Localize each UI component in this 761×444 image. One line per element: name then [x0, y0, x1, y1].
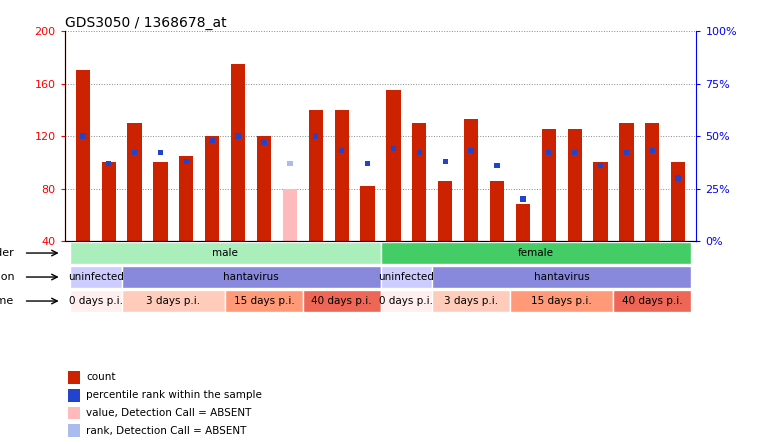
- Bar: [283, 189, 297, 241]
- Bar: [495, 163, 500, 168]
- Bar: [303, 290, 380, 312]
- Bar: [68, 371, 80, 384]
- Text: GDS3050 / 1368678_at: GDS3050 / 1368678_at: [65, 16, 226, 30]
- Text: 40 days p.i.: 40 days p.i.: [622, 296, 683, 306]
- Text: 0 days p.i.: 0 days p.i.: [380, 296, 433, 306]
- Text: time: time: [0, 296, 14, 306]
- Text: rank, Detection Call = ABSENT: rank, Detection Call = ABSENT: [86, 426, 247, 436]
- Text: 15 days p.i.: 15 days p.i.: [531, 296, 592, 306]
- Bar: [205, 136, 219, 241]
- Bar: [101, 163, 116, 241]
- Bar: [180, 156, 193, 241]
- Bar: [235, 134, 240, 139]
- Bar: [671, 163, 686, 241]
- Bar: [68, 389, 80, 401]
- Text: gender: gender: [0, 248, 14, 258]
- Bar: [132, 150, 137, 155]
- Bar: [339, 148, 345, 153]
- Bar: [619, 123, 634, 241]
- Bar: [598, 163, 603, 168]
- Bar: [416, 150, 422, 155]
- Bar: [464, 119, 478, 241]
- Bar: [613, 290, 691, 312]
- Text: 15 days p.i.: 15 days p.i.: [234, 296, 295, 306]
- Bar: [68, 424, 80, 437]
- Bar: [127, 123, 142, 241]
- Text: 40 days p.i.: 40 days p.i.: [311, 296, 372, 306]
- Text: percentile rank within the sample: percentile rank within the sample: [86, 390, 262, 400]
- Text: 3 days p.i.: 3 days p.i.: [146, 296, 200, 306]
- Text: infection: infection: [0, 272, 14, 282]
- Bar: [183, 159, 189, 164]
- Bar: [442, 159, 448, 164]
- Bar: [510, 290, 613, 312]
- Text: uninfected: uninfected: [378, 272, 435, 282]
- Bar: [70, 242, 380, 264]
- Bar: [676, 175, 681, 181]
- Bar: [106, 161, 111, 166]
- Bar: [490, 181, 504, 241]
- Text: 0 days p.i.: 0 days p.i.: [68, 296, 123, 306]
- Bar: [390, 146, 396, 151]
- Bar: [432, 266, 691, 288]
- Bar: [594, 163, 607, 241]
- Bar: [309, 110, 323, 241]
- Text: value, Detection Call = ABSENT: value, Detection Call = ABSENT: [86, 408, 251, 418]
- Bar: [335, 110, 349, 241]
- Bar: [257, 136, 271, 241]
- Bar: [380, 266, 432, 288]
- Bar: [546, 150, 552, 155]
- Bar: [75, 71, 90, 241]
- Bar: [365, 161, 371, 166]
- Bar: [380, 242, 691, 264]
- Bar: [313, 134, 319, 139]
- Text: 3 days p.i.: 3 days p.i.: [444, 296, 498, 306]
- Bar: [412, 123, 426, 241]
- Bar: [542, 130, 556, 241]
- Text: hantavirus: hantavirus: [533, 272, 590, 282]
- Text: uninfected: uninfected: [68, 272, 124, 282]
- Bar: [516, 204, 530, 241]
- Text: count: count: [86, 373, 116, 382]
- Bar: [380, 290, 432, 312]
- Bar: [645, 123, 660, 241]
- Text: male: male: [212, 248, 238, 258]
- Bar: [624, 150, 629, 155]
- Bar: [70, 290, 122, 312]
- Bar: [572, 150, 578, 155]
- Bar: [650, 148, 655, 153]
- Bar: [70, 266, 122, 288]
- Bar: [568, 130, 581, 241]
- Bar: [361, 186, 374, 241]
- Bar: [122, 290, 225, 312]
- Bar: [261, 140, 266, 145]
- Text: hantavirus: hantavirus: [223, 272, 279, 282]
- Bar: [469, 148, 474, 153]
- Bar: [521, 196, 526, 202]
- Bar: [68, 407, 80, 419]
- Bar: [158, 150, 163, 155]
- Bar: [122, 266, 380, 288]
- Text: female: female: [517, 248, 554, 258]
- Bar: [432, 290, 510, 312]
- Bar: [287, 161, 292, 166]
- Bar: [154, 163, 167, 241]
- Bar: [225, 290, 303, 312]
- Bar: [80, 134, 85, 139]
- Bar: [438, 181, 452, 241]
- Bar: [209, 138, 215, 143]
- Bar: [387, 90, 400, 241]
- Bar: [231, 64, 245, 241]
